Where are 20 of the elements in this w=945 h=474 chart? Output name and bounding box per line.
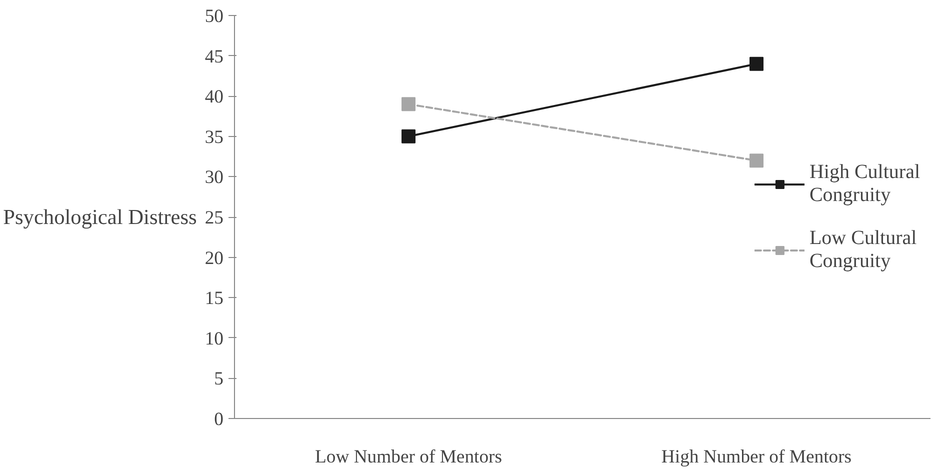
point <box>402 129 416 144</box>
point <box>750 56 764 71</box>
legend-label: High Cultural Congruity <box>809 160 920 206</box>
y-axis-title: Psychological Distress <box>3 205 197 229</box>
x-tick-label: High Number of Mentors <box>661 446 852 468</box>
y-tick-label: 5 <box>214 368 224 390</box>
y-tick-label: 25 <box>204 208 224 228</box>
y-tick-label: 20 <box>204 248 224 269</box>
y-tick-label: 40 <box>204 86 224 108</box>
legend-label: Low Cultural Congruity <box>809 226 917 272</box>
y-tick-label: 0 <box>214 409 224 430</box>
y-tick-label: 10 <box>204 328 224 350</box>
y-tick-label: 50 <box>204 6 224 27</box>
y-tick-label: 35 <box>204 126 224 148</box>
x-tick-label: Low Number of Mentors <box>314 446 502 468</box>
y-tick-label: 30 <box>204 167 224 188</box>
y-tick-label: 15 <box>204 288 224 310</box>
point <box>750 154 764 168</box>
y-tick-label: 45 <box>204 46 224 68</box>
point <box>402 97 416 112</box>
